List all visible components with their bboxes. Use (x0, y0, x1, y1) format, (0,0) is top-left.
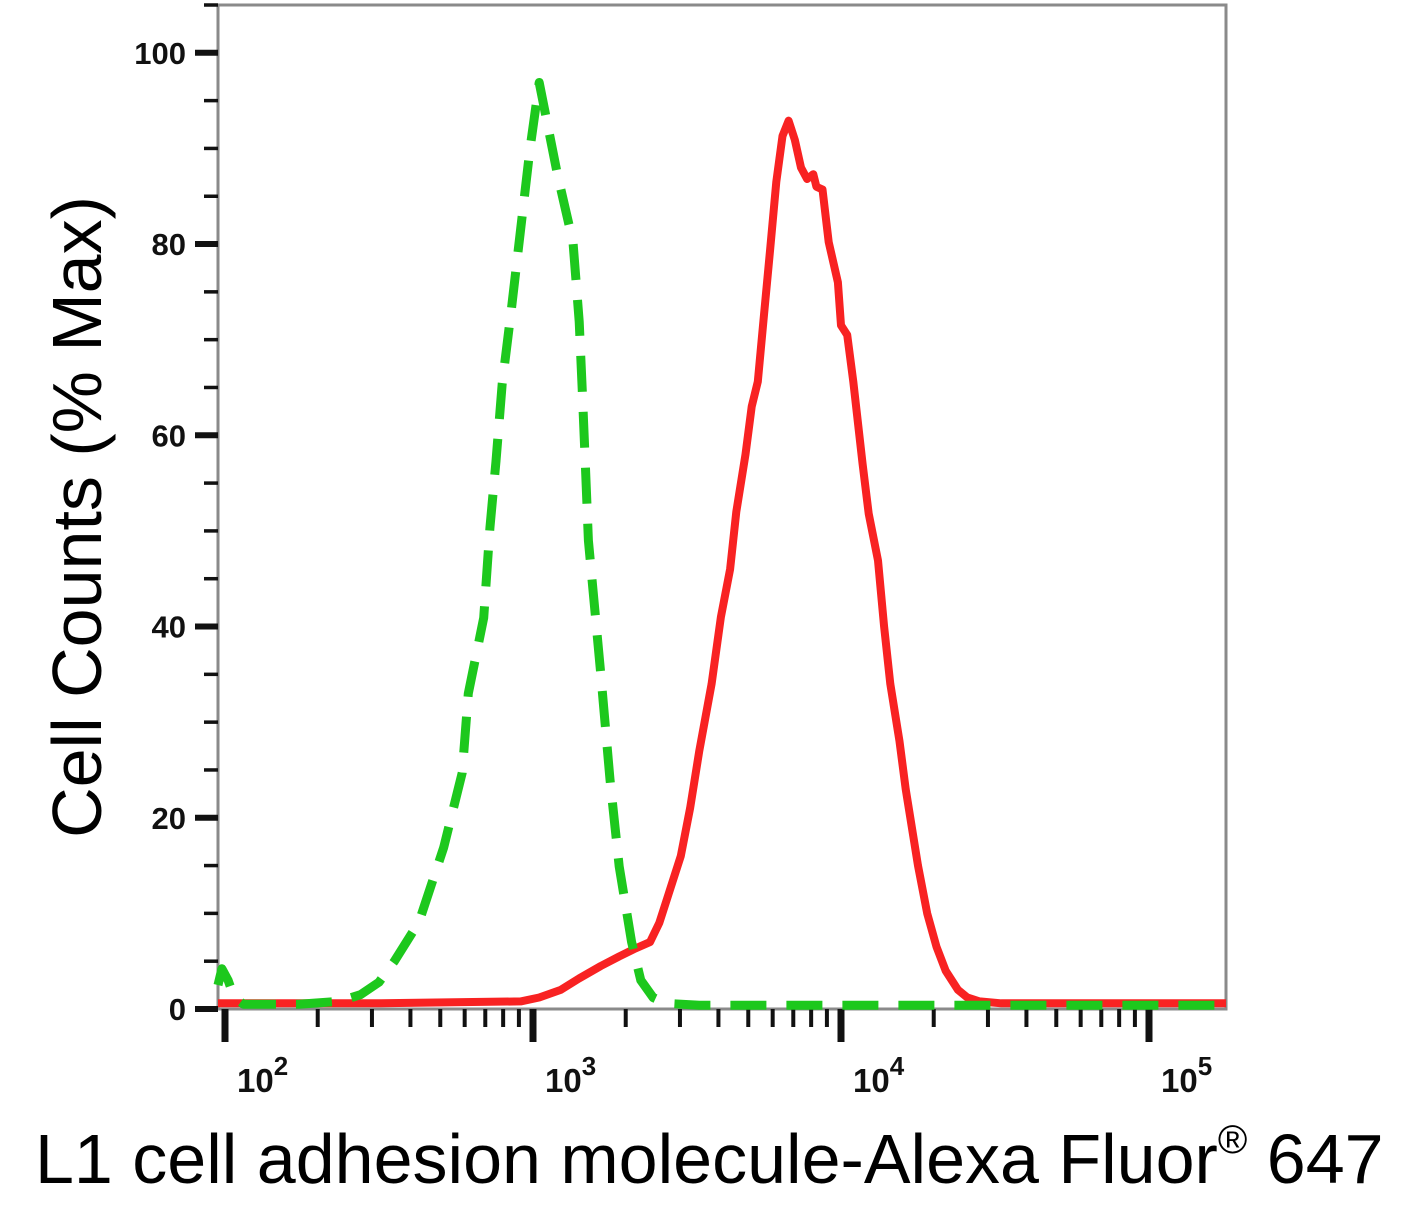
y-tick-label: 80 (152, 227, 186, 262)
x-tick-label: 104 (853, 1051, 905, 1099)
y-axis-ticks (195, 3, 218, 1012)
y-tick-label: 0 (169, 992, 186, 1027)
x-axis-title: L1 cell adhesion molecule-Alexa Fluor® 6… (35, 1118, 1425, 1199)
x-tick-label: 103 (545, 1051, 596, 1099)
y-axis-title: Cell Counts (% Max) (38, 196, 116, 838)
plot-frame (216, 3, 1228, 1011)
x-tick-label: 105 (1161, 1051, 1212, 1099)
y-axis-tick-labels: 0 20 40 60 80 100 (134, 36, 186, 1027)
x-axis-ticks (221, 1009, 1153, 1042)
y-tick-label: 60 (152, 418, 186, 453)
red-solid-curve (218, 116, 1226, 1008)
plot-frame-rect (216, 3, 1228, 1011)
histogram-curves (213, 78, 1226, 1010)
x-tick-label: 102 (237, 1051, 288, 1099)
green-dashed-curve (213, 78, 1226, 1010)
y-tick-label: 40 (152, 610, 186, 645)
x-axis-title-suffix: 647 (1247, 1120, 1384, 1198)
x-axis-title-main: L1 cell adhesion molecule-Alexa Fluor (35, 1120, 1218, 1198)
y-tick-label: 20 (152, 801, 186, 836)
registered-trademark-icon: ® (1217, 1118, 1248, 1162)
x-axis-tick-labels: 102 103 104 105 (237, 1051, 1212, 1099)
y-tick-label: 100 (134, 36, 186, 71)
